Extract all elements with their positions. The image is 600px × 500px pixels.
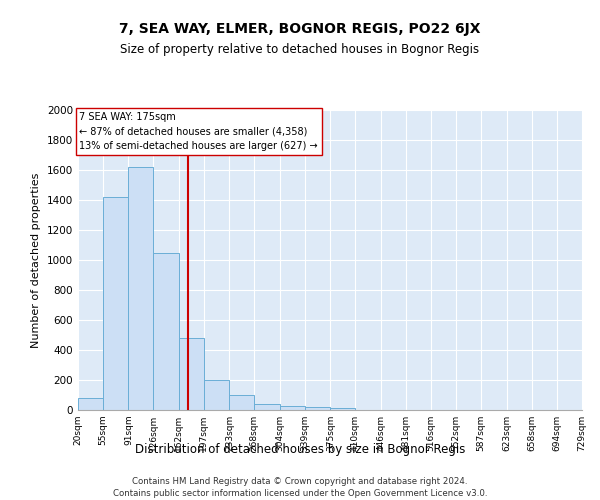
Bar (179, 338, 204, 410)
Text: Distribution of detached houses by size in Bognor Regis: Distribution of detached houses by size … (135, 442, 465, 456)
Bar (204, 380, 229, 410)
Text: 7 SEA WAY: 175sqm
← 87% of detached houses are smaller (4,358)
13% of semi-detac: 7 SEA WAY: 175sqm ← 87% of detached hous… (79, 112, 318, 151)
Bar (154, 253, 179, 410)
Bar (305, 406, 331, 410)
Bar (280, 406, 305, 410)
Bar (128, 167, 154, 410)
Bar (103, 197, 128, 410)
Bar (254, 404, 280, 410)
Text: Contains public sector information licensed under the Open Government Licence v3: Contains public sector information licen… (113, 489, 487, 498)
Text: Contains HM Land Registry data © Crown copyright and database right 2024.: Contains HM Land Registry data © Crown c… (132, 478, 468, 486)
Bar (229, 395, 254, 410)
Y-axis label: Number of detached properties: Number of detached properties (31, 172, 41, 348)
Bar (78, 398, 103, 410)
Text: Size of property relative to detached houses in Bognor Regis: Size of property relative to detached ho… (121, 42, 479, 56)
Bar (331, 408, 355, 410)
Text: 7, SEA WAY, ELMER, BOGNOR REGIS, PO22 6JX: 7, SEA WAY, ELMER, BOGNOR REGIS, PO22 6J… (119, 22, 481, 36)
